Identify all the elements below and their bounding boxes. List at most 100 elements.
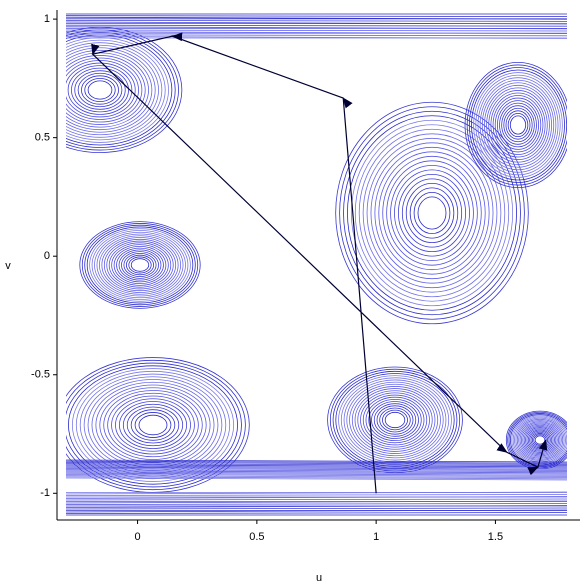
- contour: [84, 224, 196, 306]
- contour: [81, 75, 119, 105]
- contour: [94, 231, 186, 299]
- contour: [519, 422, 561, 458]
- contour: [111, 244, 169, 286]
- contour: [335, 373, 455, 467]
- contour: [66, 52, 149, 128]
- contour: [362, 394, 428, 446]
- contour: [354, 124, 510, 302]
- contour: [91, 381, 215, 469]
- contour: [66, 15, 567, 17]
- contour: [74, 70, 126, 110]
- contour: [66, 476, 567, 480]
- contour: [358, 128, 506, 298]
- contour: [66, 34, 173, 146]
- contour: [108, 242, 172, 288]
- contour: [107, 392, 199, 458]
- contour: [394, 169, 470, 257]
- contour: [382, 409, 408, 431]
- y-axis-label: v: [5, 260, 11, 272]
- x-axis-label: u: [316, 572, 322, 584]
- contour: [83, 376, 223, 474]
- contour: [401, 178, 463, 248]
- contour: [66, 20, 567, 22]
- contour: [343, 379, 447, 461]
- contour: [66, 475, 567, 479]
- contour: [370, 142, 494, 284]
- contour: [534, 435, 546, 445]
- contour: [507, 112, 529, 138]
- contour: [371, 401, 419, 439]
- contour: [130, 409, 176, 441]
- contour: [111, 395, 195, 455]
- contour: [327, 366, 463, 474]
- contour: [499, 102, 537, 148]
- y-tick-label: -1: [40, 487, 50, 499]
- contour: [66, 60, 139, 120]
- contour: [486, 87, 550, 163]
- contour: [103, 390, 203, 460]
- y-tick-label: 1: [44, 13, 50, 25]
- contour: [384, 411, 406, 429]
- contour: [501, 105, 535, 145]
- contour: [66, 512, 567, 514]
- contour: [103, 238, 177, 292]
- contour: [66, 32, 176, 148]
- contour: [492, 95, 544, 155]
- contour: [87, 80, 113, 100]
- y-tick-label: 0: [44, 250, 50, 262]
- contour: [125, 254, 155, 276]
- contour: [464, 62, 567, 188]
- contour: [66, 37, 169, 143]
- contour: [122, 403, 184, 447]
- contour: [390, 164, 474, 262]
- contour: [66, 49, 153, 131]
- contour: [130, 258, 150, 272]
- contour: [354, 388, 436, 452]
- contour: [527, 429, 553, 451]
- contour: [417, 196, 447, 230]
- contour: [343, 110, 521, 316]
- x-tick-label: 0.5: [249, 531, 264, 543]
- contour: [479, 79, 557, 171]
- contour: [484, 84, 552, 166]
- y-tick-label: 0.5: [35, 132, 50, 144]
- contour: [66, 498, 567, 501]
- contour: [66, 503, 567, 505]
- contour: [95, 384, 211, 466]
- contour: [351, 386, 439, 454]
- contour: [119, 401, 187, 449]
- contour: [360, 392, 430, 448]
- contour: [66, 494, 567, 496]
- contour: [66, 62, 136, 118]
- x-tick-label: 1: [373, 531, 379, 543]
- contour: [84, 77, 116, 103]
- contour: [523, 425, 557, 455]
- contour: [86, 226, 194, 304]
- x-tick-label: 1.5: [488, 531, 503, 543]
- contour: [66, 44, 159, 136]
- contour: [373, 403, 417, 437]
- contour: [121, 251, 159, 279]
- trajectory: [91, 32, 548, 494]
- contour: [134, 412, 172, 438]
- contour: [96, 233, 184, 297]
- contour: [514, 417, 566, 463]
- contour: [509, 115, 527, 135]
- contour: [397, 173, 466, 253]
- contour: [66, 477, 567, 481]
- contour: [66, 507, 567, 510]
- contour: [413, 191, 451, 235]
- contour: [66, 29, 567, 32]
- contour: [118, 249, 162, 281]
- contour: [66, 24, 567, 27]
- contour: [505, 110, 531, 140]
- contour: [386, 160, 478, 266]
- contour: [128, 256, 152, 274]
- contour: [379, 407, 411, 433]
- contour: [346, 381, 444, 459]
- contour: [71, 67, 129, 113]
- x-tick-label: 0: [135, 531, 141, 543]
- y-tick-label: -0.5: [31, 369, 50, 381]
